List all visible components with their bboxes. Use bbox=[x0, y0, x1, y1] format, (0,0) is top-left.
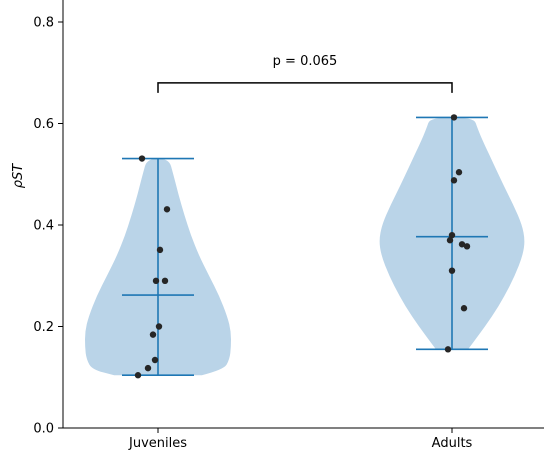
data-point-juveniles bbox=[156, 246, 164, 254]
data-point-adults bbox=[460, 305, 468, 312]
y-tick-label: 0.2 bbox=[33, 320, 54, 335]
y-tick-label: 0.0 bbox=[33, 422, 54, 437]
x-tick-label-juveniles: Juveniles bbox=[128, 436, 187, 451]
data-point-juveniles bbox=[149, 331, 157, 338]
y-tick-label: 0.8 bbox=[33, 16, 54, 31]
data-point-juveniles bbox=[161, 277, 169, 285]
data-point-adults bbox=[458, 241, 466, 248]
data-point-juveniles bbox=[138, 155, 146, 162]
data-point-juveniles bbox=[163, 206, 171, 213]
data-point-adults bbox=[450, 114, 458, 121]
p-value-label: p = 0.065 bbox=[273, 54, 338, 69]
y-tick-label: 0.4 bbox=[33, 219, 54, 234]
data-point-juveniles bbox=[134, 372, 142, 379]
data-point-adults bbox=[448, 231, 456, 239]
y-tick-label: 0.6 bbox=[33, 117, 54, 132]
data-point-juveniles bbox=[144, 364, 152, 372]
data-point-adults bbox=[450, 177, 458, 184]
data-point-adults bbox=[446, 237, 454, 244]
x-tick-label-adults: Adults bbox=[432, 436, 473, 451]
data-point-adults bbox=[448, 267, 456, 274]
significance-annotation: p = 0.065 bbox=[157, 54, 453, 93]
data-point-juveniles bbox=[152, 277, 160, 285]
data-point-juveniles bbox=[155, 323, 163, 330]
data-point-adults bbox=[463, 243, 471, 250]
data-point-adults bbox=[455, 169, 463, 176]
axes-layer bbox=[62, 0, 544, 429]
x-ticks-layer: Juveniles Adults bbox=[128, 428, 473, 451]
data-point-adults bbox=[444, 346, 452, 353]
significance-bracket bbox=[157, 82, 453, 93]
y-axis-label: ρST bbox=[11, 163, 26, 189]
points-layer bbox=[134, 114, 471, 379]
y-ticks-layer: 0.0 0.2 0.4 0.6 0.8 bbox=[33, 16, 63, 437]
data-point-juveniles bbox=[151, 356, 159, 364]
